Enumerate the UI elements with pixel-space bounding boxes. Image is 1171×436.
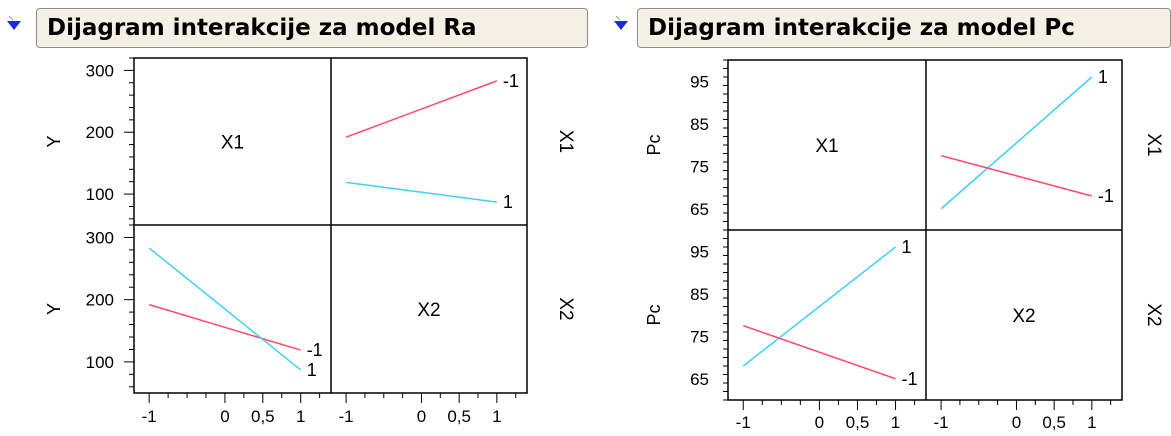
series-label: 1 (902, 237, 912, 257)
x-tick-label: 0 (815, 413, 824, 432)
series-line (148, 303, 301, 351)
chart-panel-pc: Dijagram interakcije za model Pc X1 X2 X1 X… (595, 0, 1171, 436)
row-factor-label: X1 (555, 130, 576, 153)
row-factor-label: X2 (555, 297, 576, 320)
x-tick-label: 0 (220, 407, 229, 426)
x-tick-label: 1 (891, 413, 900, 432)
y-tick-label: 95 (690, 242, 709, 261)
y-axis-label: Y (44, 303, 64, 315)
y-axis-label: Pc (644, 134, 664, 155)
series-label: 1 (1098, 67, 1108, 87)
y-tick-label: 75 (690, 157, 709, 176)
series-line (148, 247, 302, 371)
x-tick-label: 1 (1087, 413, 1096, 432)
y-tick-label: 100 (86, 185, 114, 204)
series-line (345, 80, 498, 138)
factor-label: X1 (221, 133, 244, 154)
series-label: -1 (902, 369, 918, 389)
series-label: -1 (503, 71, 519, 91)
y-axis-label: Pc (644, 304, 664, 325)
y-tick-label: 85 (690, 115, 709, 134)
y-tick-label: 300 (86, 61, 114, 80)
series-line (940, 76, 1093, 210)
factor-label: X2 (1012, 306, 1035, 327)
x-tick-label: 0 (1012, 413, 1021, 432)
disclosure-triangle-icon[interactable] (613, 16, 629, 34)
y-tick-label: 95 (690, 72, 709, 91)
series-label: 1 (503, 192, 513, 212)
x-tick-label: 0,5 (1042, 413, 1066, 432)
series-line (742, 246, 897, 367)
interaction-plot-pc: X1 X2 X1 X2 Pc 65 75 85 95 Pc 65 75 85 95 -1 0 0,5 1 -1 0 0,… (644, 59, 1164, 432)
series-line (742, 324, 896, 380)
x-tick-label: 0 (417, 407, 426, 426)
series-label: -1 (1098, 186, 1114, 206)
x-tick-label: -1 (934, 413, 949, 432)
factor-label: X1 (815, 136, 838, 157)
series-label: -1 (307, 340, 323, 360)
chart-title[interactable]: Dijagram interakcije za model Ra (36, 8, 588, 48)
series-label: 1 (307, 360, 317, 380)
series-line (345, 181, 497, 203)
y-tick-label: 65 (690, 370, 709, 389)
y-tick-label: 75 (690, 327, 709, 346)
series-line (940, 154, 1093, 197)
row-factor-label: X1 (1143, 133, 1164, 156)
row-factor-label: X2 (1143, 303, 1164, 326)
chart-panel-ra: Dijagram interakcije za model Ra X1 X2 X1 X… (6, 8, 588, 426)
y-axis-label: Y (44, 135, 64, 147)
y-tick-label: 200 (86, 291, 114, 310)
x-tick-label: 0,5 (846, 413, 870, 432)
y-tick-label: 100 (86, 353, 114, 372)
y-tick-label: 300 (86, 228, 114, 247)
y-tick-label: 65 (690, 200, 709, 219)
x-tick-label: 0,5 (447, 407, 471, 426)
y-tick-label: 85 (690, 285, 709, 304)
disclosure-triangle-icon[interactable] (6, 16, 22, 34)
factor-label: X2 (417, 300, 440, 321)
chart-title[interactable]: Dijagram interakcije za model Pc (637, 8, 1171, 48)
x-tick-label: -1 (736, 413, 751, 432)
x-tick-label: -1 (339, 407, 354, 426)
x-tick-label: -1 (142, 407, 157, 426)
y-tick-label: 200 (86, 123, 114, 142)
x-tick-label: 1 (492, 407, 501, 426)
x-tick-label: 0,5 (251, 407, 275, 426)
x-tick-label: 1 (296, 407, 305, 426)
